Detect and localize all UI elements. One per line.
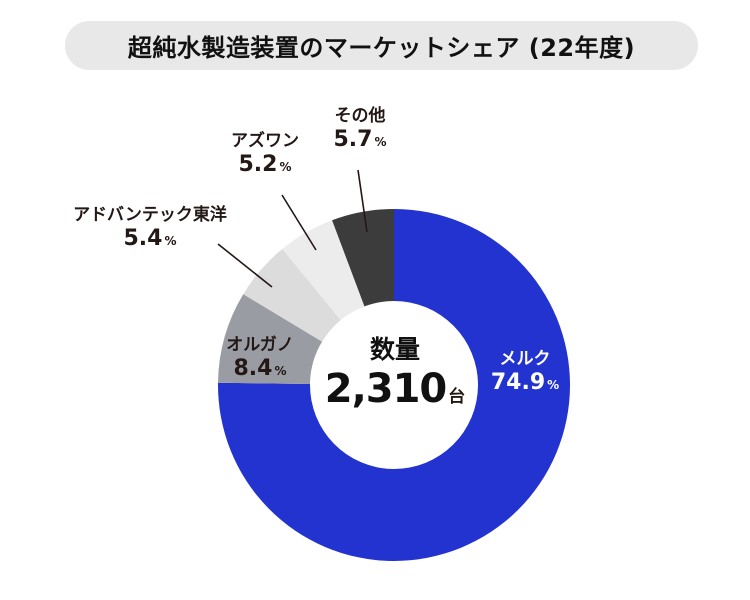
donut-slice-4 (332, 209, 394, 307)
label-name: その他 (334, 106, 386, 126)
label-advantec: アドバンテック東洋 5.4% (40, 205, 260, 251)
donut-slice-3 (282, 220, 365, 321)
label-pct: % (279, 159, 292, 174)
leader-line-advantec (217, 243, 273, 288)
donut-slices (218, 209, 570, 561)
label-value: 8.4 (233, 355, 273, 381)
label-value: 5.2 (238, 151, 278, 177)
center-label: 数量 (369, 335, 420, 364)
label-name: オルガノ (226, 335, 294, 355)
label-name: アドバンテック東洋 (73, 205, 227, 225)
donut-slice-0 (218, 209, 570, 561)
label-others: その他 5.7% (310, 106, 410, 152)
label-pct: % (274, 363, 287, 378)
label-pct: % (547, 377, 560, 392)
center-summary: 数量 2,310 台 (310, 330, 480, 412)
center-unit: 台 (448, 387, 466, 407)
label-pct: % (164, 233, 177, 248)
label-name: アズワン (231, 131, 299, 151)
chart-title: 超純水製造装置のマーケットシェア (22年度) (127, 34, 636, 62)
label-organo: オルガノ 8.4% (215, 335, 305, 381)
leader-line-azwan (281, 194, 317, 251)
leader-lines (217, 169, 368, 288)
label-pct: % (374, 134, 387, 149)
label-merck: メルク 74.9% (470, 349, 580, 395)
center-value: 2,310 (324, 366, 448, 412)
title-banner: 超純水製造装置のマーケットシェア (22年度) (65, 21, 698, 70)
donut-slice-1 (218, 294, 323, 384)
donut-slice-2 (243, 248, 341, 342)
label-value: 5.7 (333, 126, 373, 152)
label-value: 74.9 (490, 369, 546, 395)
leader-line-others (357, 169, 368, 233)
label-azwan: アズワン 5.2% (210, 131, 320, 177)
label-value: 5.4 (123, 225, 163, 251)
label-name: メルク (499, 349, 551, 369)
